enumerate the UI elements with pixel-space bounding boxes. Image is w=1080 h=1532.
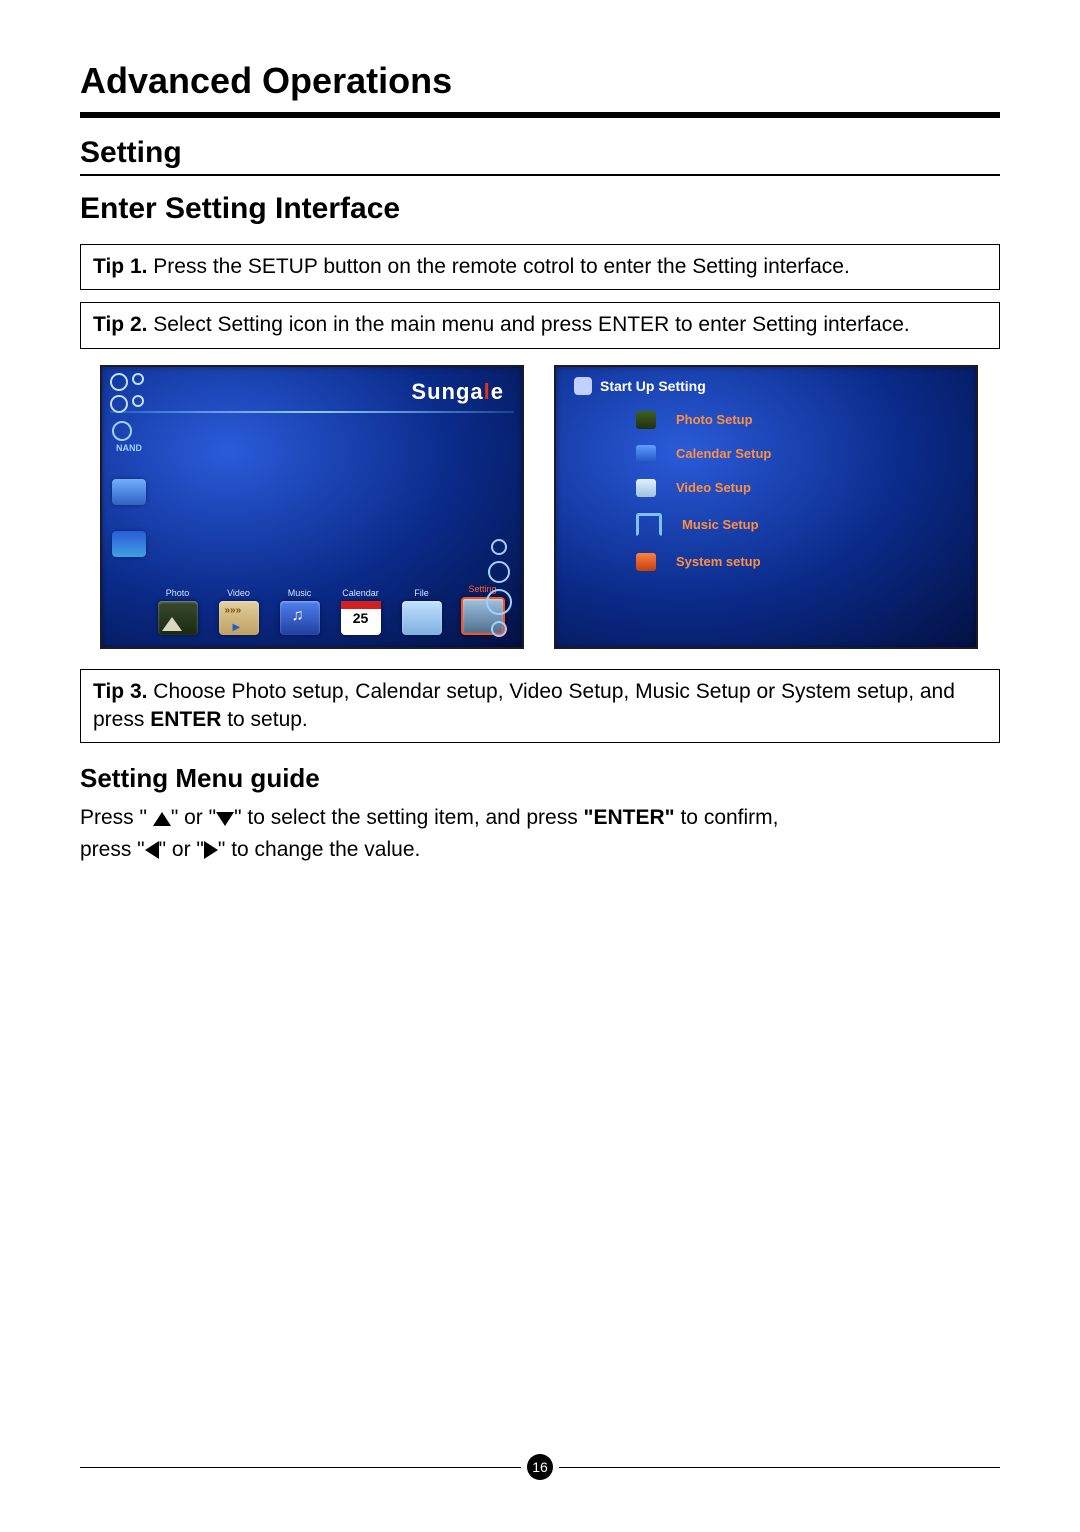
tip-2-label: Tip 2. (93, 313, 147, 336)
setting-menu-screenshot: Start Up Setting Photo Setup Calendar Se… (554, 365, 978, 649)
setup-label: System setup (676, 554, 761, 569)
thin-divider (80, 174, 1000, 176)
photo-icon (158, 601, 198, 635)
guide-text-part: " to select the setting item, and press (234, 806, 583, 829)
page-main-title: Advanced Operations (80, 60, 1000, 102)
setup-label: Calendar Setup (676, 446, 771, 461)
nav-circle-icon (491, 539, 507, 555)
system-setup-icon (636, 553, 656, 571)
video-icon (219, 601, 259, 635)
side-icons: NAND (112, 421, 146, 557)
tip-1-box: Tip 1. Press the SETUP button on the rem… (80, 244, 1000, 290)
left-arrow-icon (145, 841, 159, 859)
down-arrow-icon (216, 812, 234, 826)
file-icon (402, 601, 442, 635)
brand-text: e (491, 379, 504, 404)
menu-label: Video (211, 588, 266, 598)
separator-line (110, 411, 514, 413)
menu-label: Music (272, 588, 327, 598)
brand-text: Sunga (411, 379, 483, 404)
page-number: 16 (527, 1454, 553, 1480)
menu-item-file: File (394, 588, 449, 635)
bottom-menu: Photo Video Music Calendar 25 File Setti… (150, 584, 510, 635)
top-left-icons (110, 373, 150, 413)
setup-item-video: Video Setup (636, 479, 771, 497)
guide-text-part: press " (80, 838, 145, 861)
footer-line (559, 1467, 1000, 1468)
setup-item-music: Music Setup (636, 513, 771, 537)
main-menu-screenshot: Sungale NAND Photo Video Music (100, 365, 524, 649)
subsection-title: Enter Setting Interface (80, 192, 1000, 226)
tip-3-label: Tip 3. (93, 680, 147, 703)
tip-2-box: Tip 2. Select Setting icon in the main m… (80, 302, 1000, 348)
music-setup-icon (636, 513, 662, 537)
menu-label: Photo (150, 588, 205, 598)
setup-item-photo: Photo Setup (636, 411, 771, 429)
side-icon (112, 531, 146, 557)
setup-item-system: System setup (636, 553, 771, 571)
startup-header-label: Start Up Setting (600, 378, 706, 394)
calendar-setup-icon (636, 445, 656, 463)
tip-3-text-b: to setup. (221, 708, 307, 731)
circle-icon (132, 373, 144, 385)
menu-item-photo: Photo (150, 588, 205, 635)
menu-label: Calendar (333, 588, 388, 598)
guide-text-part: Press " (80, 806, 153, 829)
gear-icon (574, 377, 592, 395)
setup-label: Music Setup (682, 517, 759, 532)
startup-header: Start Up Setting (574, 377, 706, 395)
guide-text-part: " or " (171, 806, 216, 829)
guide-text-part: " to change the value. (218, 838, 420, 861)
circle-icon (110, 373, 128, 391)
setup-label: Photo Setup (676, 412, 753, 427)
page-footer: 16 (80, 1454, 1000, 1480)
side-icon (112, 479, 146, 505)
section-title: Setting (80, 136, 1000, 170)
guide-text-part: " or " (159, 838, 204, 861)
tip-2-text: Select Setting icon in the main menu and… (147, 313, 909, 336)
nand-icon (112, 421, 132, 441)
guide-text-part: to confirm, (675, 806, 779, 829)
setup-label: Video Setup (676, 480, 751, 495)
up-arrow-icon (153, 812, 171, 826)
music-icon (280, 601, 320, 635)
nav-circle-icon (488, 561, 510, 583)
corner-nav-icons (486, 539, 512, 637)
guide-text: Press " " or " " to select the setting it… (80, 802, 1000, 865)
guide-enter-bold: "ENTER" (584, 806, 675, 829)
tip-1-text: Press the SETUP button on the remote cot… (147, 255, 849, 278)
setup-item-calendar: Calendar Setup (636, 445, 771, 463)
footer-line (80, 1467, 521, 1468)
calendar-icon: 25 (341, 601, 381, 635)
menu-item-calendar: Calendar 25 (333, 588, 388, 635)
menu-label: File (394, 588, 449, 598)
nand-item: NAND (112, 421, 146, 453)
nav-circle-icon (486, 589, 512, 615)
nav-circle-icon (491, 621, 507, 637)
right-arrow-icon (204, 841, 218, 859)
setup-list: Photo Setup Calendar Setup Video Setup M… (636, 411, 771, 571)
menu-item-video: Video (211, 588, 266, 635)
brand-text-accent: l (484, 379, 491, 404)
brand-logo: Sungale (411, 379, 504, 405)
thick-divider (80, 112, 1000, 118)
nand-label: NAND (112, 443, 146, 453)
guide-title: Setting Menu guide (80, 763, 1000, 794)
circle-icon (132, 395, 144, 407)
tip-1-label: Tip 1. (93, 255, 147, 278)
menu-item-music: Music (272, 588, 327, 635)
video-setup-icon (636, 479, 656, 497)
tip-3-enter: ENTER (150, 708, 221, 731)
screenshots-row: Sungale NAND Photo Video Music (80, 365, 1000, 649)
tip-3-box: Tip 3. Choose Photo setup, Calendar setu… (80, 669, 1000, 744)
photo-setup-icon (636, 411, 656, 429)
